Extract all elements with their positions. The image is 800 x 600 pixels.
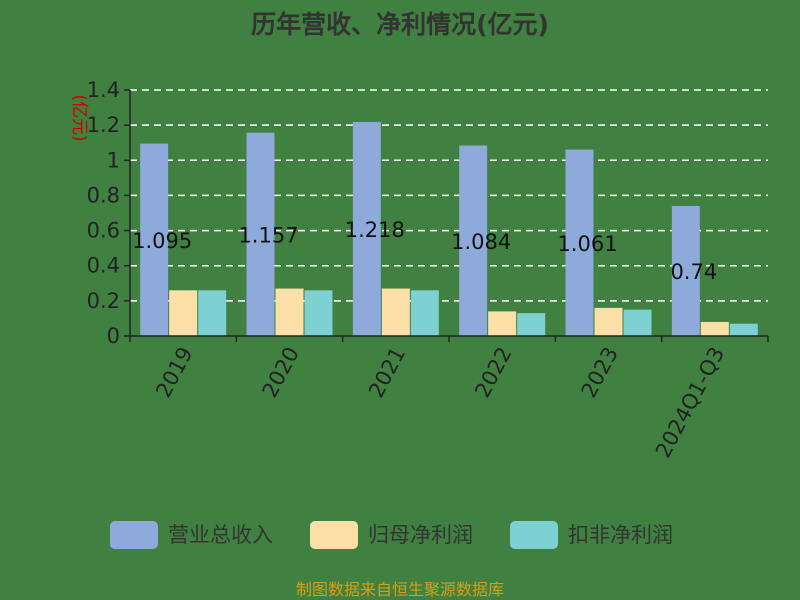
legend-swatch: [110, 521, 158, 549]
bar: [410, 290, 439, 336]
y-tick-label: 1.2: [87, 113, 120, 137]
y-tick-label: 0: [107, 324, 120, 348]
bar: [246, 132, 275, 336]
data-label: 1.218: [345, 218, 405, 242]
y-tick-label: 0.8: [87, 183, 120, 207]
bar: [140, 143, 169, 336]
legend-label: 营业总收入: [168, 523, 273, 547]
data-label: 1.095: [132, 229, 192, 253]
bar: [565, 149, 594, 336]
x-category-label: 2021: [364, 343, 410, 401]
bar: [517, 313, 546, 336]
y-tick-label: 0.2: [87, 289, 120, 313]
chart-title: 历年营收、净利情况(亿元): [251, 10, 549, 39]
bar: [488, 311, 517, 336]
axes: [129, 90, 769, 342]
source-note: 制图数据来自恒生聚源数据库: [296, 580, 504, 599]
legend-label: 归母净利润: [368, 523, 473, 547]
bar: [729, 323, 758, 336]
x-category-label: 2019: [151, 343, 197, 401]
bar: [700, 321, 729, 336]
bar: [623, 309, 652, 336]
bar: [198, 290, 227, 336]
legend-label: 扣非净利润: [568, 523, 673, 547]
bar: [352, 121, 381, 336]
data-labels: 1.095 1.157 1.218 1.084 1.061 0.74: [132, 218, 717, 284]
y-tick-label: 0.4: [87, 254, 120, 278]
x-category-label: 2024Q1-Q3: [651, 343, 729, 462]
y-tick-label: 1.4: [87, 78, 120, 102]
data-label: 1.061: [557, 232, 617, 256]
y-axis-ticks: 0 0.2 0.4 0.6 0.8 1 1.2 1.4: [87, 78, 130, 348]
x-category-label: 2020: [258, 343, 304, 401]
y-tick-label: 1: [107, 148, 120, 172]
data-label: 0.74: [670, 260, 717, 284]
legend: 营业总收入 归母净利润 扣非净利润: [110, 521, 673, 549]
x-category-label: 2022: [470, 343, 516, 401]
x-axis-categories: 2019 2020 2021 2022 2023 2024Q1-Q3: [151, 343, 729, 462]
bar: [459, 145, 488, 336]
x-category-label: 2023: [577, 343, 623, 401]
bar: [304, 290, 333, 336]
bar: [169, 290, 198, 336]
bar: [671, 205, 700, 336]
bar: [594, 307, 623, 336]
y-axis-unit-label: (亿元): [69, 94, 89, 141]
y-tick-label: 0.6: [87, 219, 120, 243]
bars: [140, 121, 758, 336]
bar: [381, 288, 410, 336]
data-label: 1.157: [238, 223, 298, 247]
grid-lines: [130, 89, 768, 302]
legend-swatch: [310, 521, 358, 549]
bar: [275, 288, 304, 336]
legend-swatch: [510, 521, 558, 549]
data-label: 1.084: [451, 230, 511, 254]
